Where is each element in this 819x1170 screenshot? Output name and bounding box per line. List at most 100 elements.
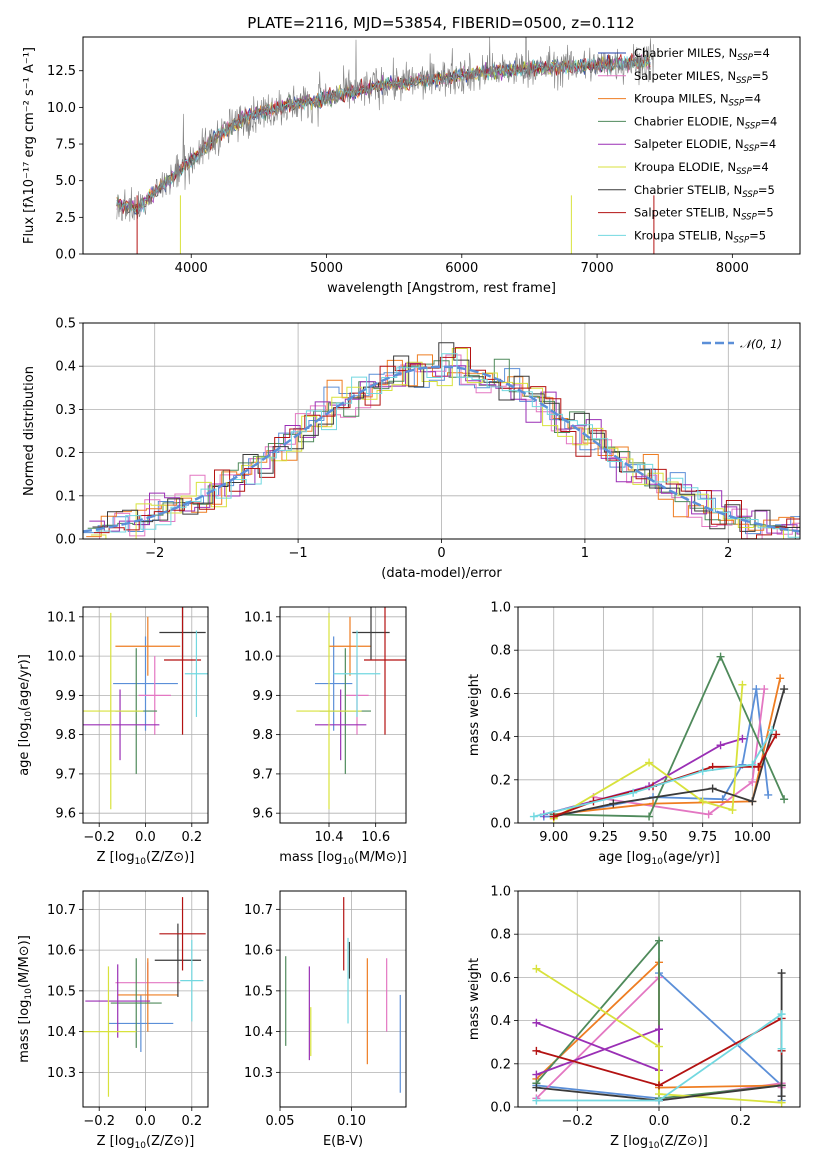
residuals-ytick-label: 0.5	[55, 317, 76, 332]
weight-vs-age-point-marker	[738, 680, 747, 689]
weight-vs-age-point-marker	[748, 760, 757, 769]
weight-vs-age-point-marker	[549, 812, 558, 821]
mass-vs-Z-ytick-label: 10.6	[47, 944, 76, 959]
weight-vs-age-xtick-label: 10.00	[734, 830, 771, 845]
weight-vs-age-point-marker	[728, 806, 737, 815]
weight-vs-Z-point-marker	[777, 1092, 786, 1101]
weight-vs-Z-point-marker	[655, 1096, 663, 1105]
age-vs-Z-frame	[82, 606, 209, 824]
weight-vs-age-point-marker	[629, 788, 638, 797]
normal-pdf-curve	[83, 365, 800, 533]
weight-vs-age-point-marker	[760, 685, 769, 694]
weight-vs-age-ytick-label: 1.0	[490, 601, 511, 616]
weight-vs-Z-ytick-label: 0.6	[490, 971, 511, 986]
weight-vs-Z-series-line	[536, 1012, 783, 1102]
mass-vs-Z-xtick-label: 0.0	[135, 1114, 156, 1129]
weight-vs-age-ylabel: mass weight	[467, 674, 482, 756]
weight-vs-Z-point-marker	[655, 1042, 663, 1051]
mass-vs-Z-ytick-label: 10.5	[47, 984, 76, 999]
spectrum-ylabel: Flux [fλ10⁻¹⁷ erg cm⁻² s⁻¹ A⁻¹]	[22, 47, 37, 244]
spectrum-ytick-label: 5.0	[55, 174, 76, 189]
residual-legend-label: 𝒩(0, 1)	[740, 337, 782, 351]
weight-vs-Z-xtick-label: 0.2	[730, 1114, 751, 1129]
age-vs-Z-xtick-label: 0.2	[181, 830, 202, 845]
spectrum-ytick-label: 10.0	[47, 101, 76, 116]
residuals-xlabel: (data-model)/error	[381, 566, 502, 581]
weight-vs-Z-xtick-label: −0.2	[561, 1114, 593, 1129]
residuals-ytick-label: 0.2	[55, 446, 76, 461]
weight-vs-Z-point-marker	[532, 1070, 541, 1079]
weight-vs-age-series-line	[593, 688, 766, 816]
age-vs-mass-frame	[279, 606, 407, 824]
weight-vs-Z-ytick-label: 0.2	[490, 1057, 511, 1072]
residuals-xtick-label: 1	[581, 546, 589, 561]
spectrum-xtick-label: 5000	[310, 261, 343, 276]
spectrum-title: PLATE=2116, MJD=53854, FIBERID=0500, z=0…	[247, 14, 634, 32]
spectrum-legend-label: Salpeter MILES, NSSP=5	[634, 69, 769, 86]
spectrum-ytick-label: 2.5	[55, 211, 76, 226]
spectrum-ytick-label: 12.5	[47, 64, 76, 79]
age-vs-Z-xtick-label: 0.0	[135, 830, 156, 845]
spectrum-plot-area	[116, 37, 655, 254]
mass-vs-Z-xtick-label: −0.2	[83, 1114, 115, 1129]
weight-vs-age-xtick-label: 9.00	[539, 830, 568, 845]
weight-vs-Z-ytick-label: 0.4	[490, 1014, 511, 1029]
spectrum-xtick-label: 7000	[581, 261, 614, 276]
weight-vs-Z-point-marker	[532, 964, 541, 973]
age-vs-mass-xtick-label: 10.6	[361, 830, 390, 845]
residuals-ylabel: Normed distribution	[22, 366, 37, 496]
age-vs-Z-ytick-label: 9.7	[55, 767, 76, 782]
residuals-frame	[82, 322, 801, 540]
mass-vs-Z-ylabel: mass [log10(M/M⊙)]	[17, 935, 34, 1063]
weight-vs-age-frame	[517, 606, 801, 824]
weight-vs-Z-point-marker	[532, 1083, 541, 1092]
spectrum-ytick-label: 7.5	[55, 138, 76, 153]
residual-histogram-step	[94, 347, 800, 539]
mass-vs-ebv-frame	[279, 890, 407, 1108]
age-vs-mass-ytick-label: 9.7	[252, 767, 273, 782]
age-vs-mass-xlabel: mass [log10(M/M⊙)]	[279, 850, 407, 867]
weight-vs-age-point-marker	[698, 797, 707, 806]
age-vs-mass-ytick-label: 9.9	[252, 689, 273, 704]
mass-vs-Z-ytick-label: 10.3	[47, 1066, 76, 1081]
weight-vs-age-point-marker	[738, 734, 747, 743]
spectrum-xlabel: wavelength [Angstrom, rest frame]	[327, 281, 556, 296]
age-vs-Z-xtick-label: −0.2	[83, 830, 115, 845]
residuals-ytick-label: 0.4	[55, 360, 76, 375]
mass-vs-ebv-ytick-label: 10.7	[244, 903, 273, 918]
weight-vs-age-point-marker	[780, 795, 789, 804]
spectrum-legend-label: Chabrier ELODIE, NSSP=4	[634, 114, 777, 131]
weight-vs-age-point-marker	[768, 726, 777, 735]
residual-histogram-step	[86, 354, 800, 538]
age-vs-Z-ytick-label: 10.0	[47, 650, 76, 665]
age-vs-Z-plot-area	[83, 607, 208, 810]
weight-vs-age-xtick-label: 9.50	[639, 830, 668, 845]
residuals-plot-area	[83, 342, 800, 539]
weight-vs-age-point-marker	[772, 730, 781, 739]
mass-vs-Z-ytick-label: 10.4	[47, 1025, 76, 1040]
weight-vs-age-point-marker	[698, 767, 707, 776]
weight-vs-age-point-marker	[752, 685, 761, 694]
weight-vs-Z-frame	[517, 890, 801, 1108]
weight-vs-age-point-marker	[609, 799, 618, 808]
mass-vs-Z-frame	[82, 890, 209, 1108]
mass-vs-Z-xtick-label: 0.2	[181, 1114, 202, 1129]
weight-vs-Z-ytick-label: 0.0	[490, 1101, 511, 1116]
weight-vs-age-point-marker	[716, 652, 725, 661]
mass-vs-ebv-plot-area	[285, 897, 401, 1093]
mass-vs-ebv-xtick-label: 0.10	[337, 1114, 366, 1129]
weight-vs-Z-point-marker	[655, 1081, 663, 1090]
age-vs-Z-ytick-label: 9.9	[55, 689, 76, 704]
weight-vs-Z-plot-area	[532, 936, 786, 1107]
residuals-ytick-label: 0.0	[55, 533, 76, 548]
weight-vs-Z-xlabel: Z [log10(Z/Z⊙)]	[610, 1134, 708, 1151]
residuals-xtick-label: −2	[145, 546, 164, 561]
age-vs-Z-ytick-label: 9.6	[55, 807, 76, 822]
age-vs-mass-ytick-label: 10.0	[244, 650, 273, 665]
mass-vs-Z-xlabel: Z [log10(Z/Z⊙)]	[97, 1134, 195, 1151]
weight-vs-age-point-marker	[645, 812, 654, 821]
weight-vs-age-xtick-label: 9.75	[688, 830, 717, 845]
mass-vs-Z-ytick-label: 10.7	[47, 903, 76, 918]
weight-vs-Z-ylabel: mass weight	[467, 958, 482, 1040]
